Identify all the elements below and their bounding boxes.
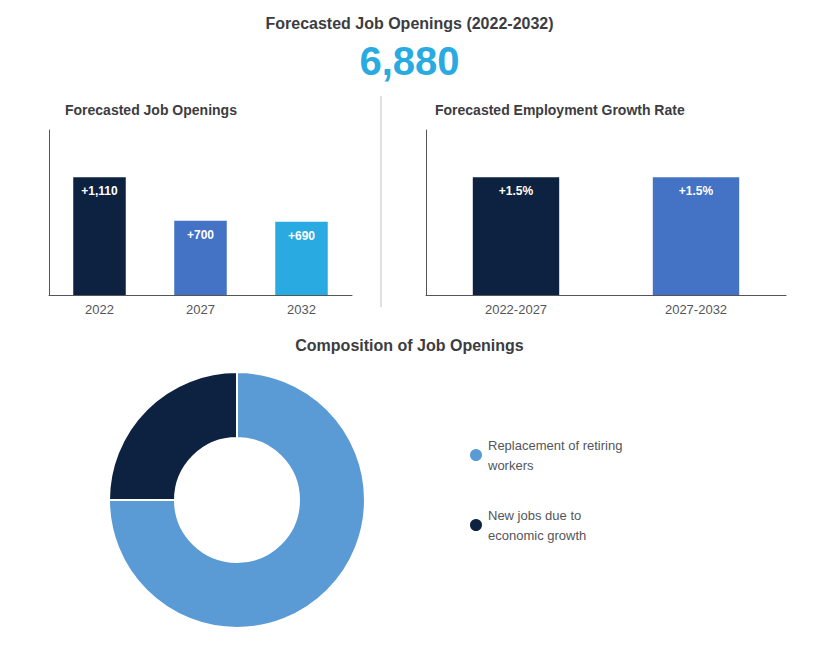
- svg-text:Composition of Job Openings: Composition of Job Openings: [295, 337, 524, 354]
- svg-text:Forecasted Job Openings: Forecasted Job Openings: [65, 102, 237, 118]
- svg-text:+1.5%: +1.5%: [499, 184, 534, 198]
- svg-text:2027: 2027: [186, 302, 215, 317]
- svg-text:economic growth: economic growth: [488, 528, 586, 543]
- svg-text:New jobs due to: New jobs due to: [488, 508, 581, 523]
- svg-text:workers: workers: [487, 458, 534, 473]
- svg-text:Replacement of retiring: Replacement of retiring: [488, 438, 622, 453]
- svg-text:Forecasted Job Openings (2022-: Forecasted Job Openings (2022-2032): [265, 15, 553, 32]
- svg-text:2027-2032: 2027-2032: [665, 302, 727, 317]
- svg-text:+690: +690: [288, 229, 315, 243]
- svg-text:2032: 2032: [287, 302, 316, 317]
- svg-text:Forecasted Employment Growth R: Forecasted Employment Growth Rate: [435, 102, 685, 118]
- svg-text:2022: 2022: [85, 302, 114, 317]
- svg-text:+1.5%: +1.5%: [679, 184, 714, 198]
- svg-text:+700: +700: [187, 228, 214, 242]
- svg-text:2022-2027: 2022-2027: [485, 302, 547, 317]
- svg-text:6,880: 6,880: [359, 39, 459, 83]
- svg-text:+1,110: +1,110: [81, 184, 118, 198]
